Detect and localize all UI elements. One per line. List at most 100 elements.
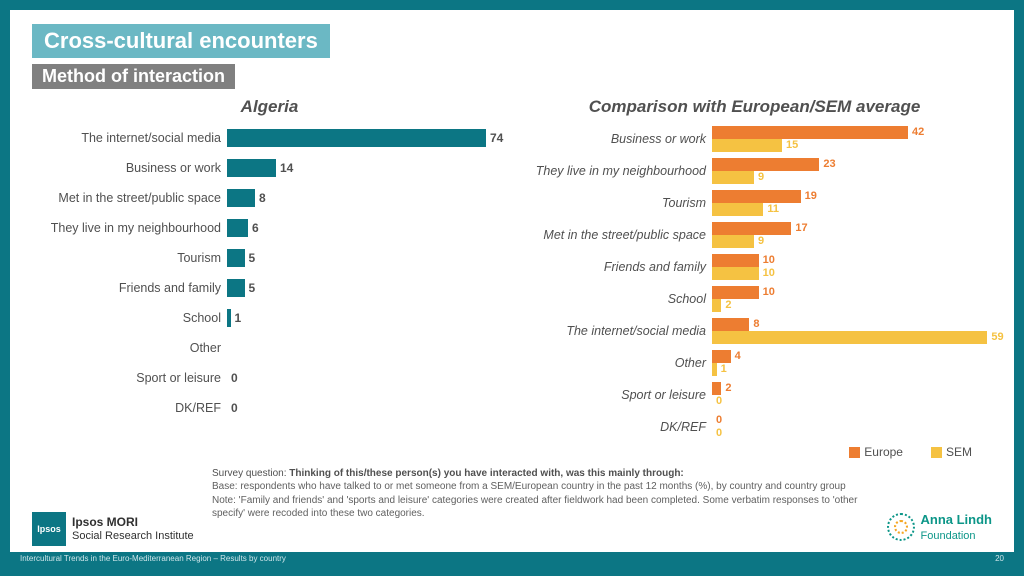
bar-track: 23 9: [712, 158, 992, 184]
bottom-left-text: Intercultural Trends in the Euro-Mediter…: [20, 554, 286, 564]
bar-value: 10: [763, 254, 775, 267]
comparison-chart: Comparison with European/SEM average Bus…: [517, 97, 992, 443]
bar-track: 14: [227, 159, 507, 177]
bar-track: 74: [227, 129, 507, 147]
ipsos-logo: Ipsos Ipsos MORISocial Research Institut…: [32, 512, 194, 546]
bar-value: 15: [786, 139, 798, 152]
slide-frame: Cross-cultural encounters Method of inte…: [0, 0, 1024, 576]
chart-row: Tourism5: [32, 243, 507, 273]
category-label: Other: [32, 341, 227, 355]
category-label: They live in my neighbourhood: [32, 221, 227, 235]
page-subtitle: Method of interaction: [32, 64, 235, 89]
bar: 6: [227, 219, 248, 237]
chart-row: DK/REF00: [517, 411, 992, 443]
chart-row: Business or work14: [32, 153, 507, 183]
bar: 9: [712, 171, 754, 184]
chart-row: Other: [32, 333, 507, 363]
alf-icon: [887, 513, 915, 541]
bar-track: 5: [227, 249, 507, 267]
legend-item: Europe: [835, 445, 903, 459]
bar-track: [227, 339, 507, 357]
chart-row: The internet/social media859: [517, 315, 992, 347]
bar: 59: [712, 331, 987, 344]
bar-track: 20: [712, 382, 992, 408]
category-label: Business or work: [32, 161, 227, 175]
bar: 19: [712, 190, 801, 203]
bar-value: 8: [753, 318, 759, 331]
category-label: Other: [517, 356, 712, 370]
category-label: They live in my neighbourhood: [517, 164, 712, 178]
bar: 9: [712, 235, 754, 248]
bar-value: 4: [735, 350, 741, 363]
bar: 1: [712, 363, 717, 376]
category-label: DK/REF: [517, 420, 712, 434]
category-label: The internet/social media: [32, 131, 227, 145]
bar-value: 0: [716, 414, 722, 427]
right-chart-title: Comparison with European/SEM average: [517, 97, 992, 117]
bar: 10: [712, 254, 759, 267]
bar-value: 6: [252, 219, 259, 237]
category-label: Tourism: [32, 251, 227, 265]
bar-track: 0: [227, 399, 507, 417]
bar-value: 1: [235, 309, 242, 327]
bar: 15: [712, 139, 782, 152]
alf-logo: Anna Lindh Foundation: [887, 512, 993, 542]
chart-row: Business or work4215: [517, 123, 992, 155]
alf-line2: Foundation: [921, 530, 976, 542]
bar-value: 1: [721, 363, 727, 376]
bar-value: 9: [758, 235, 764, 248]
bar-value: 19: [805, 190, 817, 203]
chart-row: Sport or leisure0: [32, 363, 507, 393]
recode-note: Note: 'Family and friends' and 'sports a…: [212, 494, 872, 521]
bar: 4: [712, 350, 731, 363]
bar-track: 102: [712, 286, 992, 312]
category-label: Sport or leisure: [517, 388, 712, 402]
survey-q-text: Thinking of this/these person(s) you hav…: [289, 468, 684, 479]
bar-value: 10: [763, 286, 775, 299]
charts-container: Algeria The internet/social media74Busin…: [32, 97, 992, 443]
legend-item: SEM: [917, 445, 972, 459]
bar: 74: [227, 129, 486, 147]
category-label: DK/REF: [32, 401, 227, 415]
category-label: Business or work: [517, 132, 712, 146]
page-title: Cross-cultural encounters: [32, 24, 330, 58]
bar: 8: [227, 189, 255, 207]
bar-value: 5: [249, 279, 256, 297]
bar: 11: [712, 203, 763, 216]
bar-track: 4215: [712, 126, 992, 152]
category-label: School: [517, 292, 712, 306]
bar-value: 10: [763, 267, 775, 280]
bar: 1: [227, 309, 231, 327]
chart-row: Met in the street/public space179: [517, 219, 992, 251]
chart-legend: Europe SEM: [32, 445, 992, 459]
category-label: Friends and family: [517, 260, 712, 274]
bar-track: 1911: [712, 190, 992, 216]
bar-value: 59: [991, 331, 1003, 344]
bar-value: 42: [912, 126, 924, 139]
bar-value: 74: [490, 129, 503, 147]
bar: 42: [712, 126, 908, 139]
bar-value: 23: [823, 158, 835, 171]
chart-row: The internet/social media74: [32, 123, 507, 153]
bar-track: 41: [712, 350, 992, 376]
survey-q-prefix: Survey question:: [212, 468, 289, 479]
chart-row: Met in the street/public space8: [32, 183, 507, 213]
bar-value: 8: [259, 189, 266, 207]
bar: 5: [227, 249, 245, 267]
chart-row: DK/REF0: [32, 393, 507, 423]
bar-track: 8: [227, 189, 507, 207]
algeria-chart: Algeria The internet/social media74Busin…: [32, 97, 507, 443]
alf-line1: Anna Lindh: [921, 512, 993, 527]
bar: 5: [227, 279, 245, 297]
bar-value: 5: [249, 249, 256, 267]
bar: 10: [712, 286, 759, 299]
bar: 10: [712, 267, 759, 280]
category-label: Friends and family: [32, 281, 227, 295]
bar-value: 2: [725, 382, 731, 395]
chart-row: School1: [32, 303, 507, 333]
bar-track: 00: [712, 414, 992, 440]
ipsos-org: Ipsos MORI: [72, 515, 138, 529]
page-number: 20: [995, 554, 1004, 564]
base-note: Base: respondents who have talked to or …: [212, 480, 872, 494]
bar-value: 9: [758, 171, 764, 184]
